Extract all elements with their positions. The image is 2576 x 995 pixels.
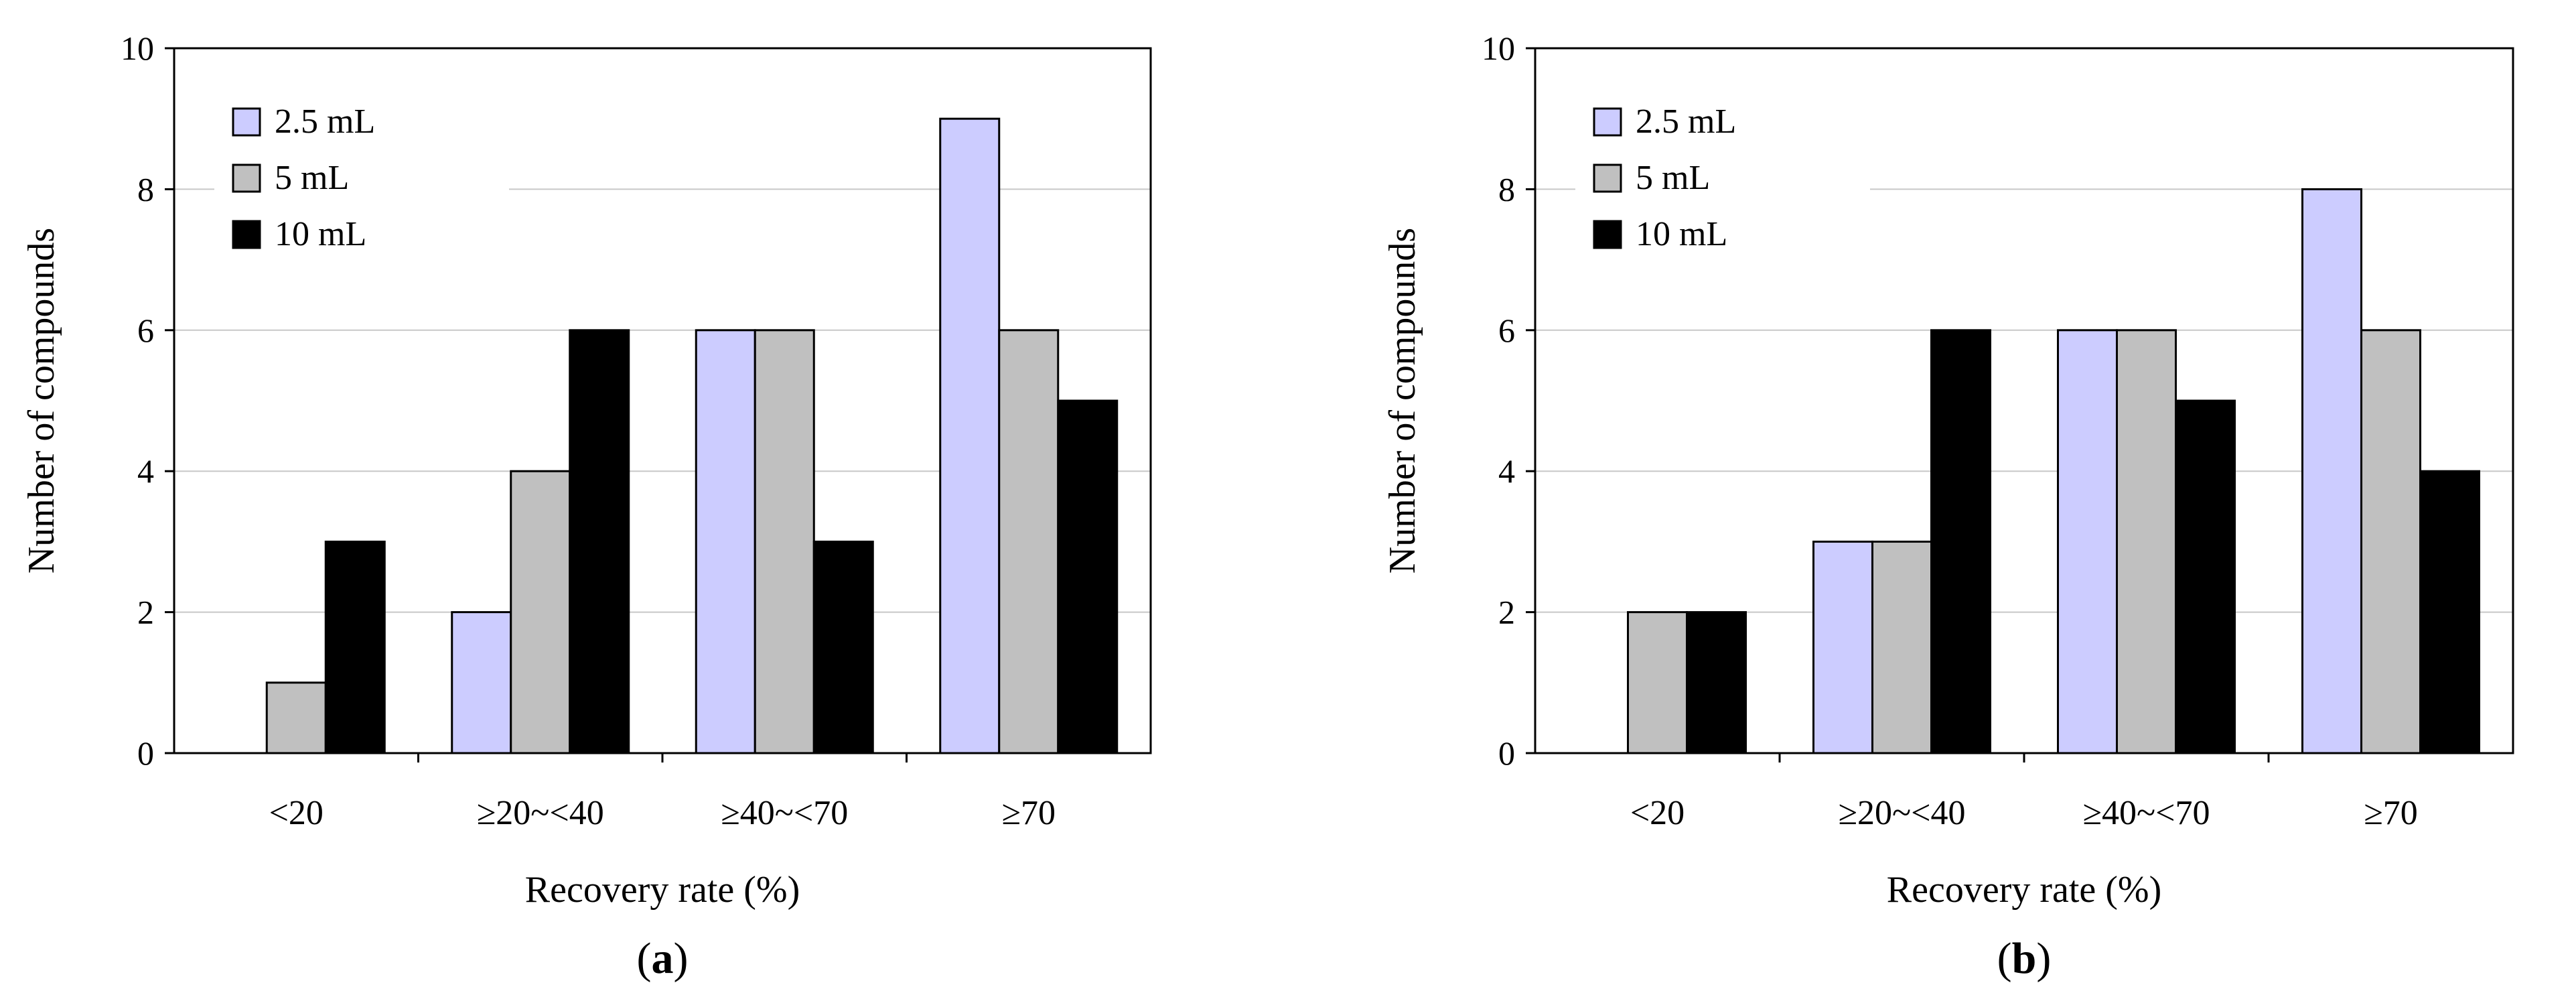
x-tick-label: <20 <box>269 794 324 832</box>
bar-5-mL-2 <box>2116 329 2177 754</box>
bar-2_5-mL-3 <box>939 117 1001 754</box>
bar-10-mL-1 <box>1930 329 1991 754</box>
y-axis-title: Number of compounds <box>1382 228 1423 574</box>
bar-10-mL-2 <box>2175 399 2236 754</box>
y-tick-label: 0 <box>137 734 154 772</box>
panel-label: (b) <box>1997 934 2052 983</box>
legend-swatch <box>232 107 261 137</box>
bar-10-mL-3 <box>2419 470 2480 754</box>
bar-2_5-mL-1 <box>1812 540 1873 754</box>
x-tick-label: ≥40~<70 <box>2083 794 2210 832</box>
panel-label: (a) <box>637 934 689 983</box>
bar-2_5-mL-1 <box>451 611 512 754</box>
x-tick-label: ≥20~<40 <box>477 794 604 832</box>
bar-5-mL-3 <box>998 329 1060 754</box>
legend-swatch <box>1593 163 1622 193</box>
x-tick-label: <20 <box>1630 794 1685 832</box>
chart-panel-a: 0 2 4 6 8 10 <20 ≥20~<40 ≥40~<70 ≥70 Recovery rate… <box>21 29 1152 983</box>
y-tick-label: 2 <box>1498 594 1515 631</box>
bar-2_5-mL-2 <box>2057 329 2118 754</box>
x-tick-label: ≥70 <box>2364 794 2418 832</box>
legend-swatch <box>232 163 261 193</box>
chart-panel-b: 0 2 4 6 8 10 <20 ≥20~<40 ≥40~<70 ≥70 Recovery rate… <box>1382 29 2514 983</box>
x-tick-label: ≥70 <box>1001 794 1056 832</box>
legend-label: 10 mL <box>1636 215 1727 253</box>
bar-5-mL-2 <box>754 329 815 754</box>
bar-10-mL-1 <box>569 329 630 754</box>
legend-swatch <box>232 220 261 249</box>
y-axis-title: Number of compounds <box>21 228 62 574</box>
y-tick-label: 8 <box>137 170 154 208</box>
y-tick-label: 10 <box>121 29 154 67</box>
legend-label: 5 mL <box>275 159 349 197</box>
bar-10-mL-0 <box>1686 611 1747 754</box>
bar-5-mL-3 <box>2360 329 2421 754</box>
bar-2_5-mL-2 <box>695 329 756 754</box>
bar-5-mL-0 <box>265 681 327 754</box>
legend-background <box>1575 88 1870 269</box>
legend: 2.5 mL 5 mL 10 mL <box>214 88 509 269</box>
bar-2_5-mL-3 <box>2301 188 2362 754</box>
bar-5-mL-1 <box>510 470 571 754</box>
y-tick-label: 6 <box>1498 312 1515 349</box>
bar-10-mL-3 <box>1057 399 1119 754</box>
y-tick-label: 4 <box>137 452 154 490</box>
y-tick-label: 8 <box>1498 170 1515 208</box>
bar-10-mL-2 <box>812 540 874 754</box>
legend-swatch <box>1593 107 1622 137</box>
legend-swatch <box>1593 220 1622 249</box>
x-axis-title: Recovery rate (%) <box>525 869 800 911</box>
bar-5-mL-1 <box>1871 540 1932 754</box>
y-tick-label: 6 <box>137 312 154 349</box>
y-tick-label: 4 <box>1498 452 1515 490</box>
x-tick-label: ≥20~<40 <box>1839 794 1966 832</box>
bar-5-mL-0 <box>1627 611 1688 754</box>
x-axis-title: Recovery rate (%) <box>1887 869 2161 911</box>
x-tick-label: ≥40~<70 <box>721 794 848 832</box>
legend-label: 5 mL <box>1636 159 1710 197</box>
legend: 2.5 mL 5 mL 10 mL <box>1575 88 1870 269</box>
legend-label: 2.5 mL <box>275 103 375 141</box>
legend-background <box>214 88 509 269</box>
bar-10-mL-0 <box>324 540 386 754</box>
y-tick-label: 0 <box>1498 734 1515 772</box>
legend-label: 2.5 mL <box>1636 103 1736 141</box>
y-tick-label: 10 <box>1482 29 1515 67</box>
legend-label: 10 mL <box>275 215 366 253</box>
y-tick-label: 2 <box>137 594 154 631</box>
